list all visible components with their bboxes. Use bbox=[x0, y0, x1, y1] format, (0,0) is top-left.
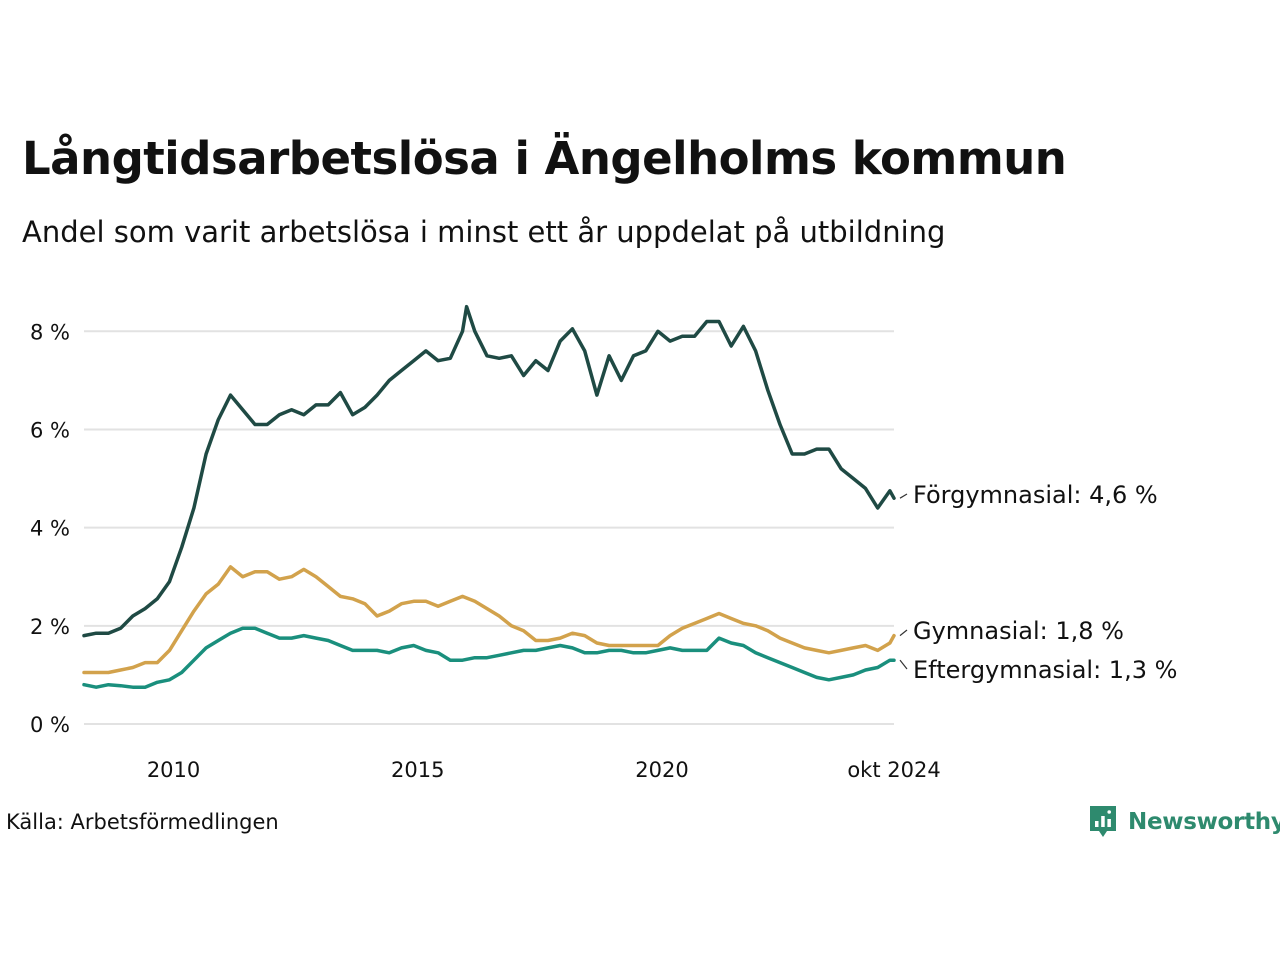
y-axis-tick-labels: 0 % 2 % 4 % 6 % 8 % bbox=[30, 320, 70, 737]
newsworthy-logo-icon bbox=[1090, 806, 1116, 837]
brand-name: Newsworthy bbox=[1128, 809, 1280, 835]
chart-title: Långtidsarbetslösa i Ängelholms kommun bbox=[22, 132, 1067, 185]
y-tick-label: 6 % bbox=[30, 418, 70, 442]
chart-subtitle: Andel som varit arbetslösa i minst ett å… bbox=[22, 215, 946, 249]
series-end-label: Förgymnasial: 4,6 % bbox=[913, 481, 1158, 509]
x-tick-label: 2020 bbox=[635, 758, 688, 782]
label-connector bbox=[899, 493, 908, 499]
series-line-förgymnasial bbox=[82, 304, 896, 638]
x-tick-label: okt 2024 bbox=[847, 758, 940, 782]
x-axis-tick-labels: 2010 2015 2020 okt 2024 bbox=[147, 758, 941, 782]
series-lines bbox=[82, 304, 896, 689]
series-end-label: Gymnasial: 1,8 % bbox=[913, 617, 1124, 645]
x-tick-label: 2010 bbox=[147, 758, 200, 782]
source-note: Källa: Arbetsförmedlingen bbox=[6, 810, 279, 834]
gridlines bbox=[84, 330, 894, 725]
y-tick-label: 2 % bbox=[30, 615, 70, 639]
series-end-label: Eftergymnasial: 1,3 % bbox=[913, 656, 1177, 684]
y-tick-label: 8 % bbox=[30, 320, 70, 344]
series-end-labels: Förgymnasial: 4,6 % Gymnasial: 1,8 % Efter… bbox=[899, 481, 1177, 684]
y-tick-label: 4 % bbox=[30, 517, 70, 541]
series-line-eftergymnasial bbox=[82, 626, 896, 689]
series-line-gymnasial bbox=[82, 565, 896, 675]
brand-logo[interactable]: Newsworthy bbox=[1088, 804, 1280, 840]
y-tick-label: 0 % bbox=[30, 713, 70, 737]
label-connector bbox=[899, 629, 908, 637]
x-tick-label: 2015 bbox=[391, 758, 444, 782]
label-connector bbox=[899, 659, 908, 670]
